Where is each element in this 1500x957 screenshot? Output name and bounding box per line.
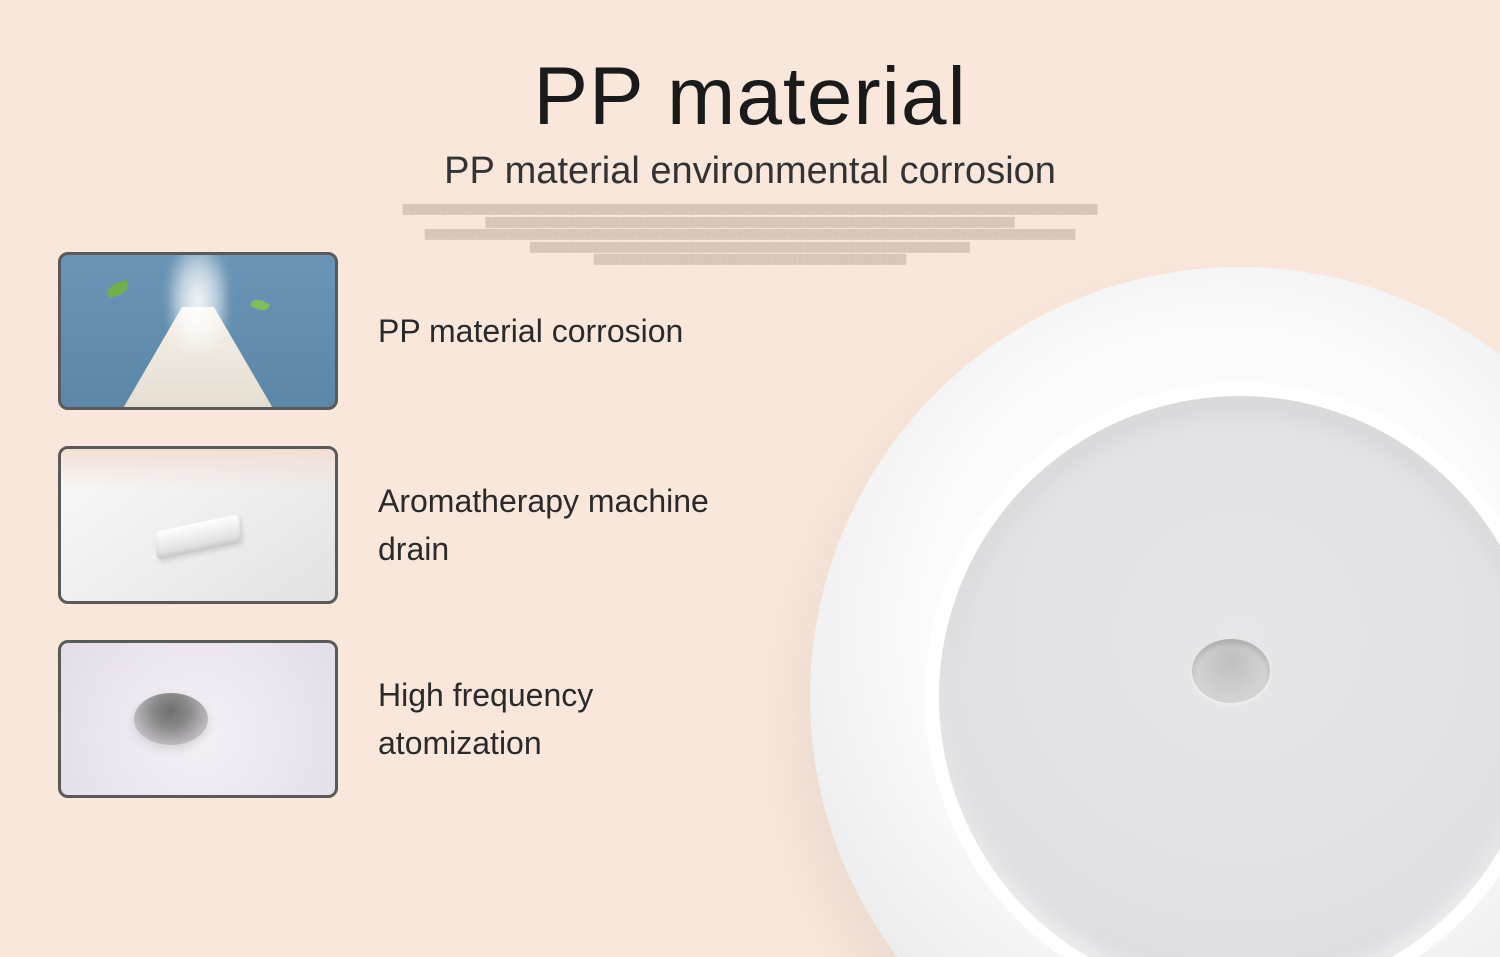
fine-print-line: ████████████████████████████████████████… (300, 228, 1200, 241)
fine-print-line: ████████████████████████████████████████… (300, 216, 1200, 229)
feature-item: High frequency atomization (58, 640, 718, 798)
page-title: PP material (0, 50, 1500, 144)
product-center-hole (1192, 639, 1270, 703)
feature-thumbnail-atomizer (58, 640, 338, 798)
feature-label: Aromatherapy machine drain (378, 477, 718, 573)
product-hero-image (810, 267, 1500, 957)
page-subtitle: PP material environmental corrosion (0, 150, 1500, 193)
feature-thumbnail-drain (58, 446, 338, 604)
feature-list: PP material corrosion Aromatherapy machi… (58, 252, 718, 798)
header: PP material PP material environmental co… (0, 0, 1500, 266)
feature-label: High frequency atomization (378, 671, 718, 767)
fine-print-line: ████████████████████████████████████████… (300, 203, 1200, 216)
feature-item: PP material corrosion (58, 252, 718, 410)
feature-item: Aromatherapy machine drain (58, 446, 718, 604)
feature-label: PP material corrosion (378, 307, 683, 355)
feature-thumbnail-mist (58, 252, 338, 410)
